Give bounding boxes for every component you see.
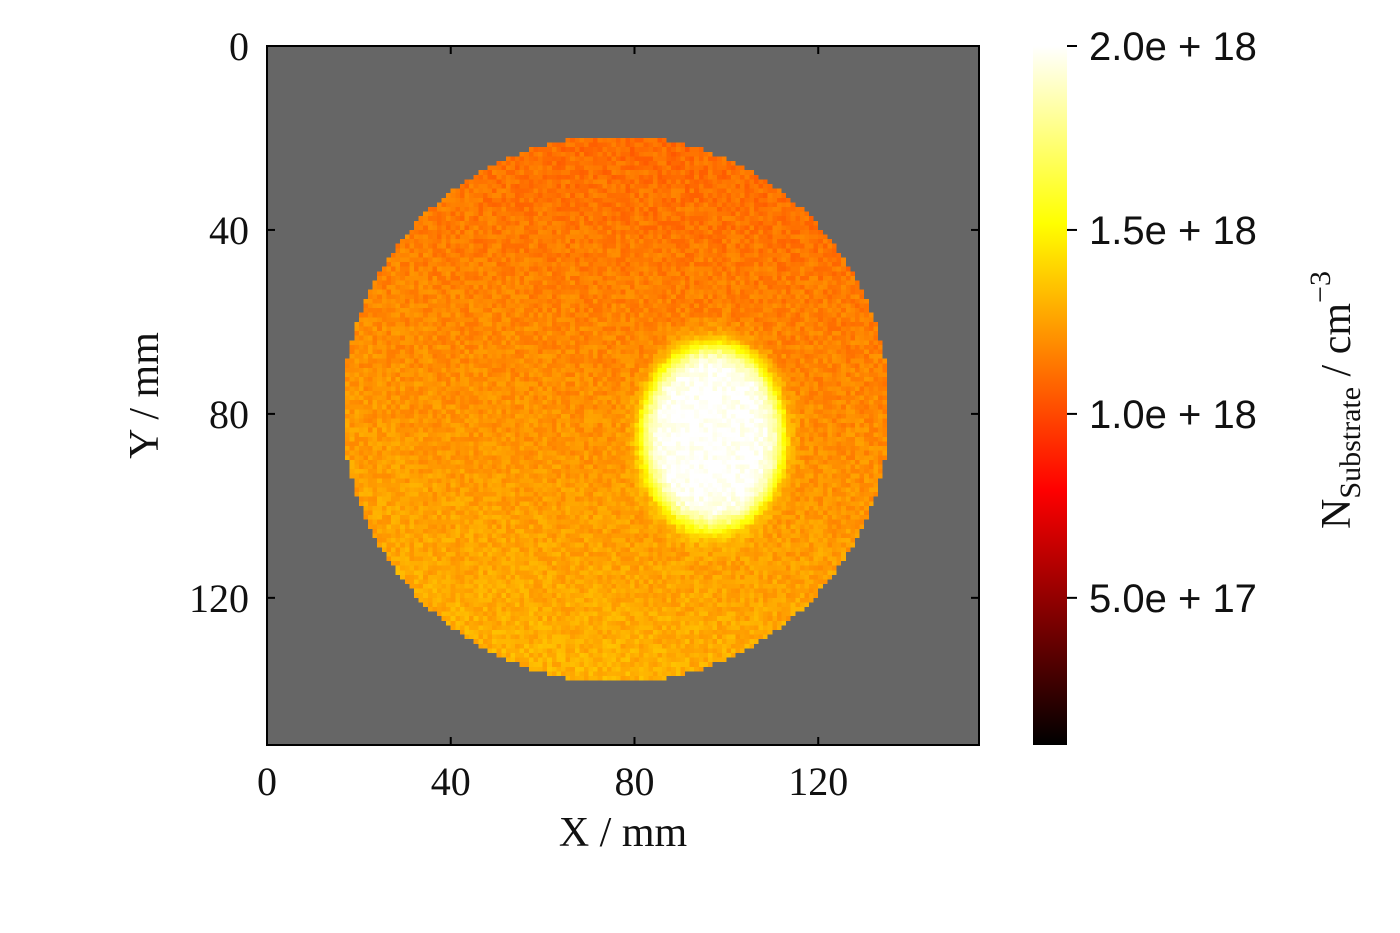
x-tick-label: 120 <box>788 759 848 804</box>
y-tick-label: 120 <box>189 576 249 621</box>
colorbar-ticks: 2.0e + 18 1.5e + 18 1.0e + 18 5.0e + 17 <box>1067 25 1257 621</box>
x-tick-label: 0 <box>257 759 277 804</box>
x-tick-label: 40 <box>431 759 471 804</box>
plot-frame <box>266 45 980 746</box>
y-tick-label: 80 <box>209 392 249 437</box>
colorbar-tick-label: 5.0e + 17 <box>1089 577 1257 621</box>
colorbar-tick-label: 2.0e + 18 <box>1089 25 1257 69</box>
y-axis-title: Y / mm <box>122 332 168 459</box>
colorbar-title-superscript: −3 <box>1304 271 1337 303</box>
x-axis: 0 40 80 120 <box>257 46 848 804</box>
colorbar: 2.0e + 18 1.5e + 18 1.0e + 18 5.0e + 17 <box>1033 25 1257 745</box>
colorbar-title-unit: / cm <box>1314 303 1360 387</box>
y-tick-label: 0 <box>229 24 249 69</box>
x-tick-label: 80 <box>614 759 654 804</box>
heatmap-image <box>267 46 979 745</box>
colorbar-tick-label: 1.0e + 18 <box>1089 393 1257 437</box>
colorbar-title: NSubstrate / cm−3 <box>1304 271 1367 529</box>
x-axis-title: X / mm <box>559 810 688 856</box>
y-axis: 0 40 80 120 <box>189 24 979 621</box>
colorbar-gradient <box>1033 46 1067 745</box>
colorbar-tick-label: 1.5e + 18 <box>1089 209 1257 253</box>
colorbar-title-main: N <box>1314 499 1360 529</box>
colorbar-title-subscript: Substrate <box>1334 387 1367 499</box>
y-tick-label: 40 <box>209 208 249 253</box>
plot-area <box>266 45 980 746</box>
